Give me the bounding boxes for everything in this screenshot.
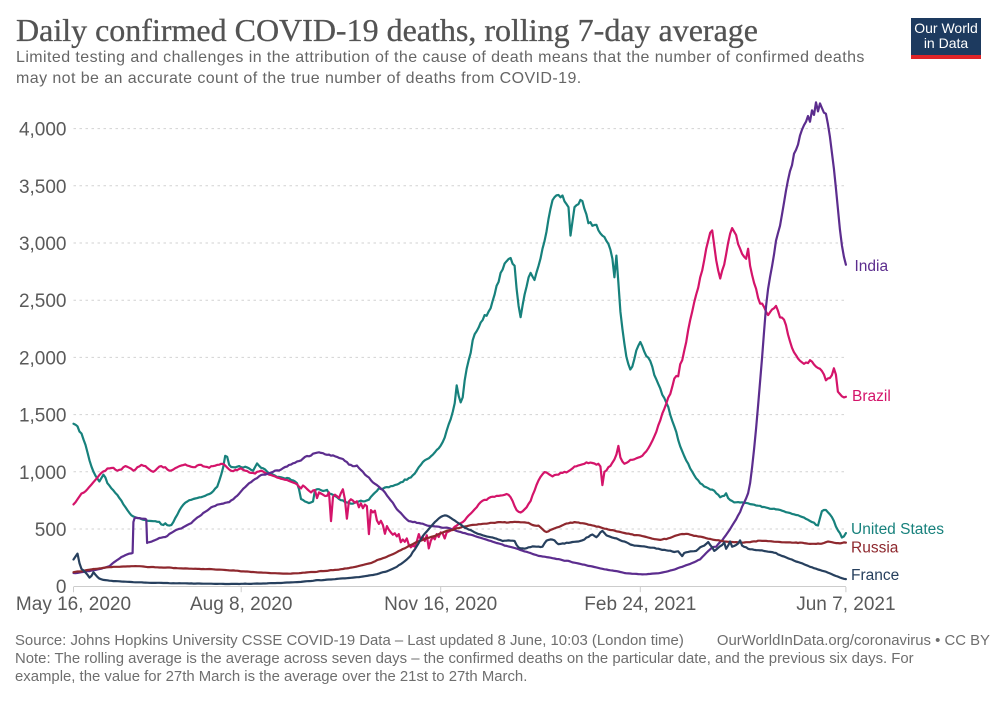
svg-text:500: 500 [35,520,67,541]
svg-text:1,000: 1,000 [19,463,67,484]
svg-text:May 16, 2020: May 16, 2020 [16,594,131,615]
svg-text:Feb 24, 2021: Feb 24, 2021 [584,594,696,615]
svg-text:1,500: 1,500 [19,406,67,427]
svg-text:Aug 8, 2020: Aug 8, 2020 [190,594,292,615]
svg-text:India: India [855,258,889,275]
svg-text:3,000: 3,000 [19,234,67,255]
svg-text:0: 0 [56,577,67,598]
svg-text:Russia: Russia [851,540,899,557]
svg-text:Nov 16, 2020: Nov 16, 2020 [384,594,497,615]
svg-text:United States: United States [851,521,944,538]
svg-text:3,500: 3,500 [19,177,67,198]
svg-text:4,000: 4,000 [19,120,67,141]
svg-text:France: France [851,567,899,584]
svg-text:2,000: 2,000 [19,348,67,369]
svg-text:Brazil: Brazil [852,388,891,405]
svg-text:2,500: 2,500 [19,291,67,312]
svg-text:Jun 7, 2021: Jun 7, 2021 [796,594,895,615]
